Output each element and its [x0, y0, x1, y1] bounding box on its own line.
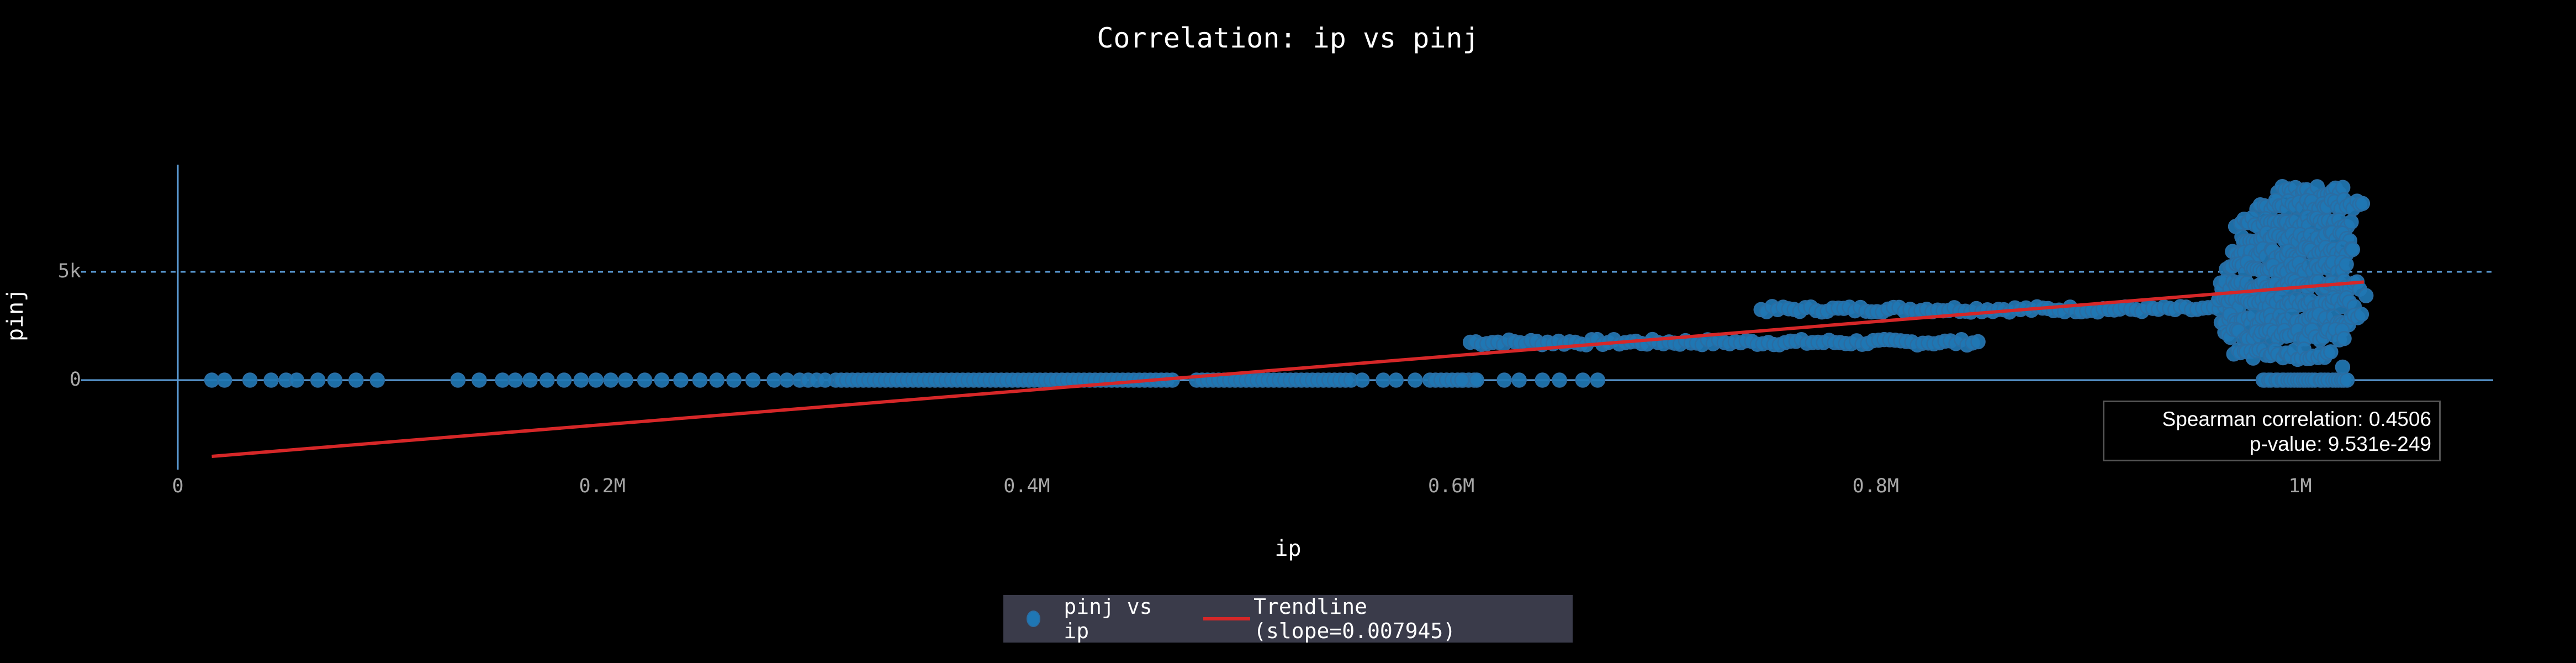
data-point	[654, 372, 670, 388]
data-point	[1469, 372, 1484, 388]
data-point	[1376, 372, 1391, 388]
trendline-path	[211, 280, 2365, 458]
data-point	[1354, 372, 1370, 388]
data-point	[2358, 288, 2374, 303]
data-point	[603, 372, 618, 388]
data-point	[1511, 372, 1527, 388]
scatter-series	[204, 178, 2374, 388]
data-point	[1575, 372, 1591, 388]
trendline-swatch-icon[interactable]	[1203, 617, 1251, 620]
data-point	[2339, 256, 2354, 272]
y-axis-title: pinj	[3, 288, 28, 341]
x-tick-label: 0.8M	[1852, 475, 1899, 497]
data-point	[2345, 241, 2360, 257]
data-point	[289, 372, 304, 388]
data-point	[573, 372, 589, 388]
x-tick-label: 0.6M	[1427, 475, 1475, 497]
scatter-marker-icon[interactable]	[1027, 611, 1041, 627]
data-point	[1454, 372, 1470, 388]
data-point	[204, 372, 220, 388]
data-point	[2336, 330, 2352, 346]
data-point	[507, 372, 523, 388]
data-point	[556, 372, 572, 388]
x-tick-label: 0.2M	[579, 475, 626, 497]
y-tick-label: 0	[69, 369, 81, 391]
y-tick-label: 5k	[57, 260, 81, 282]
data-point	[2323, 344, 2339, 360]
x-tick-label: 0	[172, 475, 184, 497]
data-point	[1408, 372, 1423, 388]
data-point	[495, 372, 510, 388]
data-point	[310, 372, 326, 388]
chart-title: Correlation: ip vs pinj	[1097, 22, 1479, 54]
legend-item-trendline[interactable]: Trendline (slope=0.007945)	[1253, 594, 1456, 643]
data-point	[2344, 214, 2359, 230]
data-point	[348, 372, 364, 388]
x-tick-label: 1M	[2288, 475, 2312, 497]
data-point	[450, 372, 466, 388]
data-point	[1535, 372, 1551, 388]
data-point	[1496, 372, 1512, 388]
data-point	[1970, 334, 1986, 350]
data-point	[726, 372, 742, 388]
data-point	[766, 372, 782, 388]
data-point	[692, 372, 708, 388]
data-point	[2339, 372, 2355, 388]
spearman-text: Spearman correlation: 0.4506	[2162, 408, 2431, 430]
data-point	[779, 372, 795, 388]
data-point	[2353, 307, 2369, 322]
data-point	[1552, 372, 1567, 388]
legend-item-scatter[interactable]: pinj vs ip	[1064, 594, 1152, 643]
data-point	[709, 372, 724, 388]
correlation-annotation: Spearman correlation: 0.4506 p-value: 9.…	[2103, 401, 2441, 461]
data-point	[618, 372, 633, 388]
data-point	[2355, 196, 2371, 212]
data-point	[817, 372, 833, 388]
legend: pinj vs ip Trendline (slope=0.007945)	[1003, 594, 1573, 643]
data-point	[1388, 372, 1404, 388]
pvalue-text: p-value: 9.531e-249	[2249, 433, 2431, 455]
data-point	[1590, 372, 1606, 388]
trendline	[211, 280, 2365, 458]
x-axis-title: ip	[1274, 536, 1302, 561]
data-point	[327, 372, 343, 388]
data-point	[242, 372, 258, 388]
data-point	[472, 372, 487, 388]
data-point	[637, 372, 653, 388]
data-point	[369, 372, 385, 388]
data-point	[745, 372, 761, 388]
data-point	[588, 372, 604, 388]
data-point	[539, 372, 555, 388]
data-point	[673, 372, 689, 388]
x-tick-label: 0.4M	[1003, 475, 1050, 497]
data-point	[522, 372, 538, 388]
data-point	[216, 372, 232, 388]
data-point	[2335, 359, 2351, 375]
data-point	[263, 372, 279, 388]
